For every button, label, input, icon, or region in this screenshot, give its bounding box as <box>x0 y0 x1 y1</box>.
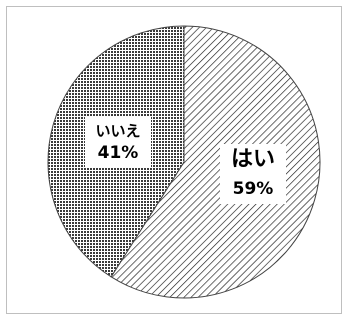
slice-value-label-no: 41% <box>98 143 139 163</box>
pie-slice-yes <box>110 25 321 299</box>
slice-category-label-yes: はい <box>231 147 275 172</box>
slice-category-label-no: いいえ <box>95 122 140 140</box>
slice-value-label-yes: 59% <box>233 179 274 199</box>
data-label-box-no <box>85 117 151 167</box>
data-label-box-yes <box>220 144 286 204</box>
